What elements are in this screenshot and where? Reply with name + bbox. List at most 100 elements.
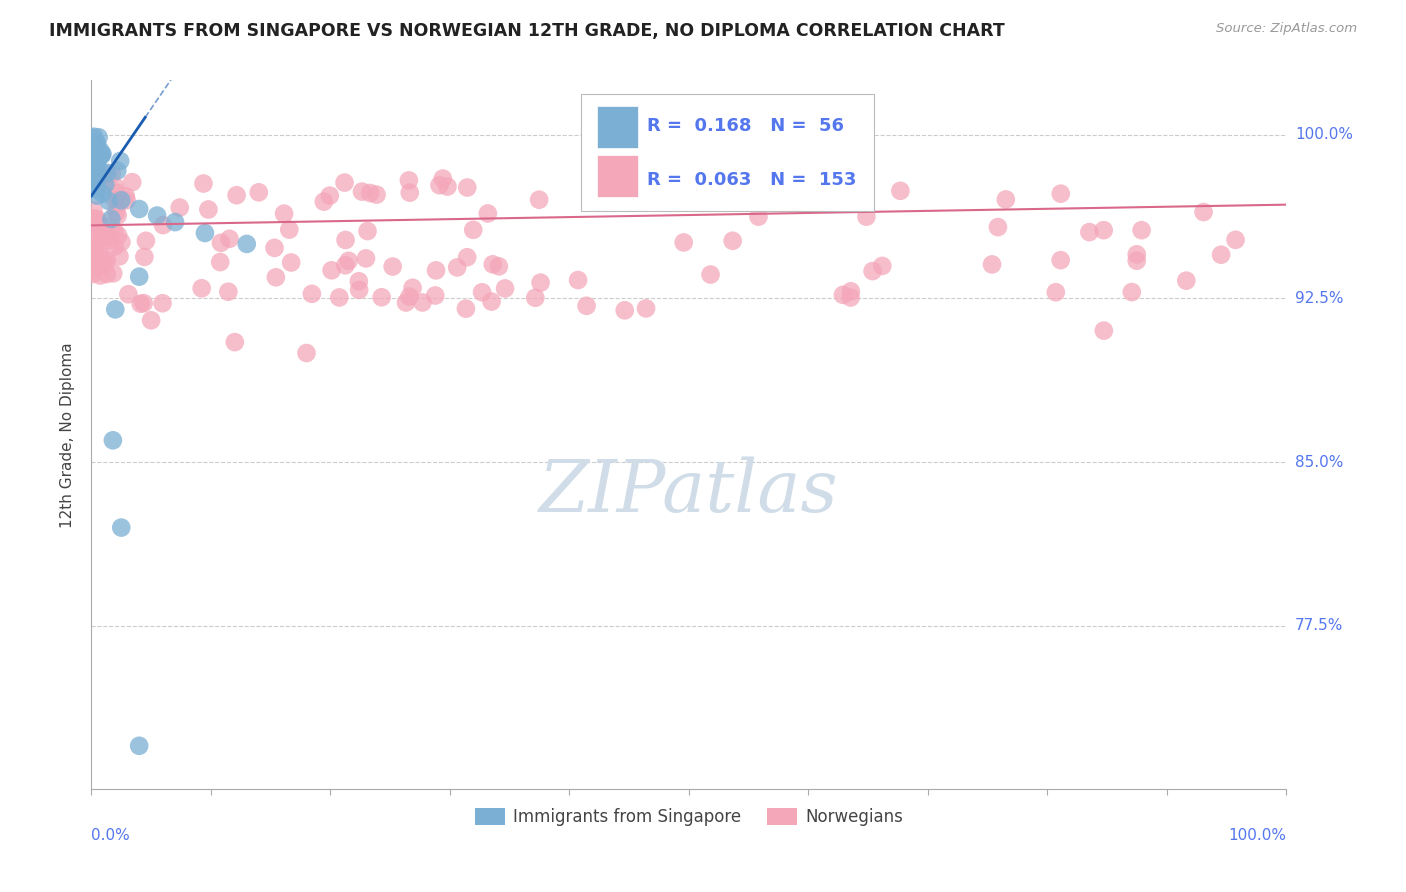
Point (1078, 225, 1101, 239)
Point (83, 169, 105, 184)
Point (132, 296, 155, 310)
Point (456, 180, 478, 194)
Point (235, 236, 259, 251)
Point (481, 294, 503, 309)
Point (1045, 285, 1067, 300)
Point (83, 129, 105, 144)
Text: R =  0.168   N =  56: R = 0.168 N = 56 (647, 118, 844, 136)
Point (356, 224, 378, 238)
Point (86, 178, 108, 192)
Point (98, 231, 121, 245)
Point (839, 290, 862, 304)
Point (481, 257, 503, 271)
Point (1049, 186, 1071, 201)
Point (134, 250, 156, 264)
Point (524, 291, 547, 305)
Point (86, 150, 108, 164)
Point (446, 260, 468, 275)
Point (381, 260, 404, 274)
Text: IMMIGRANTS FROM SINGAPORE VS NORWEGIAN 12TH GRADE, NO DIPLOMA CORRELATION CHART: IMMIGRANTS FROM SINGAPORE VS NORWEGIAN 1… (49, 22, 1005, 40)
Point (463, 223, 485, 237)
Point (93, 256, 115, 270)
Point (84, 168, 107, 182)
FancyBboxPatch shape (582, 95, 875, 211)
Point (128, 202, 150, 216)
Point (80, 215, 103, 229)
Point (613, 303, 636, 318)
Point (86, 182, 108, 196)
Point (84, 220, 107, 235)
Point (82, 145, 104, 160)
Point (301, 286, 323, 301)
Point (575, 299, 598, 313)
Point (193, 177, 215, 191)
Point (96, 169, 118, 184)
Point (82, 203, 104, 218)
Point (87, 212, 110, 227)
Point (335, 258, 357, 272)
Point (80, 244, 103, 259)
Point (80, 147, 103, 161)
Point (278, 222, 301, 236)
Point (366, 187, 388, 202)
Point (97, 194, 120, 208)
Point (567, 273, 589, 287)
Point (987, 220, 1010, 235)
Point (84, 149, 107, 163)
Text: 77.5%: 77.5% (1295, 618, 1343, 633)
Point (101, 167, 124, 181)
Point (83, 170, 105, 185)
Point (83, 169, 105, 183)
Point (89, 268, 111, 283)
Point (105, 163, 128, 178)
Text: 92.5%: 92.5% (1295, 291, 1343, 306)
Point (273, 206, 295, 220)
Point (82, 131, 104, 145)
Point (1126, 247, 1149, 261)
Point (87, 167, 110, 181)
Point (84, 160, 107, 174)
Point (527, 193, 550, 207)
Point (247, 186, 270, 200)
Point (333, 176, 356, 190)
Point (86, 188, 108, 202)
Point (91, 186, 114, 201)
Legend: Immigrants from Singapore, Norwegians: Immigrants from Singapore, Norwegians (467, 799, 911, 834)
Point (1049, 253, 1071, 268)
Point (80, 261, 103, 276)
Text: R =  0.063   N =  153: R = 0.063 N = 153 (647, 170, 856, 188)
Point (488, 260, 510, 274)
Point (89, 249, 111, 263)
Point (115, 193, 138, 207)
Point (312, 194, 335, 209)
Text: Source: ZipAtlas.com: Source: ZipAtlas.com (1216, 22, 1357, 36)
FancyBboxPatch shape (598, 106, 637, 148)
Point (89, 163, 111, 178)
Point (91, 169, 114, 183)
Point (84, 154, 107, 169)
Point (82, 179, 104, 194)
Point (454, 301, 477, 316)
Point (104, 179, 127, 194)
Point (82, 240, 104, 254)
Point (82, 178, 104, 192)
Point (104, 302, 127, 317)
Point (1121, 285, 1143, 299)
Point (218, 232, 240, 246)
Point (152, 218, 174, 232)
Point (225, 188, 247, 202)
Point (84, 144, 107, 158)
Point (108, 196, 131, 211)
Point (456, 250, 478, 264)
Point (359, 186, 381, 200)
Point (494, 281, 516, 295)
Point (103, 224, 125, 238)
Point (1092, 223, 1115, 237)
Point (477, 206, 499, 220)
Point (128, 269, 150, 284)
Point (84, 177, 107, 191)
Point (107, 209, 129, 223)
Point (104, 239, 127, 253)
Point (91, 258, 114, 272)
Point (994, 193, 1017, 207)
